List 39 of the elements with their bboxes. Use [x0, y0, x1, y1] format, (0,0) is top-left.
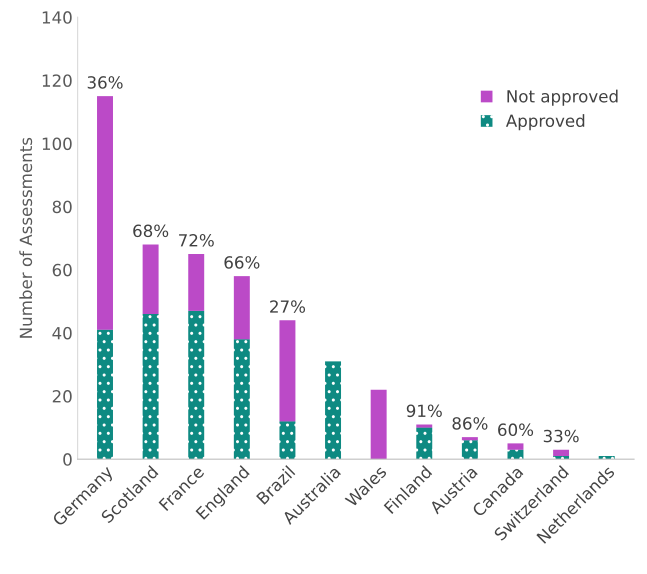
annotation: 33%: [544, 430, 579, 442]
bar: [188, 310, 204, 460]
annotation: 91%: [406, 404, 442, 418]
bar: [462, 440, 478, 460]
y-tick-label: 140: [42, 11, 72, 24]
bar: [142, 244, 159, 314]
bar: [234, 339, 250, 460]
bar: [462, 437, 478, 440]
y-tick-label: 120: [42, 74, 72, 87]
annotation: 72%: [179, 234, 214, 247]
y-tick-label: 80: [52, 200, 72, 214]
annotation: 66%: [224, 256, 260, 269]
bar: [97, 330, 113, 460]
bar: [279, 320, 296, 422]
y-axis-title: Number of Assessments: [19, 138, 32, 338]
bar: [325, 361, 342, 460]
annotation: 86%: [452, 417, 488, 430]
bar: [234, 276, 250, 340]
legend-label: Not approved: [507, 90, 618, 106]
bar: [507, 443, 524, 450]
bar: [416, 428, 432, 460]
y-tick-label: 60: [52, 264, 72, 276]
annotation: 60%: [498, 423, 534, 436]
bar: [507, 450, 524, 460]
bar: [553, 450, 570, 456]
bar: [142, 314, 159, 460]
bar: [188, 254, 204, 311]
y-tick-label: 20: [52, 390, 72, 403]
bar: [370, 390, 387, 460]
annotation: 36%: [88, 76, 123, 89]
bar: [416, 424, 432, 428]
legend-label: Approved: [506, 114, 584, 130]
bar: [279, 421, 296, 460]
annotation: 68%: [133, 224, 168, 238]
y-tick-label: 40: [52, 326, 72, 340]
bar: [97, 96, 113, 330]
y-tick-label: 100: [42, 137, 72, 150]
annotation: 27%: [270, 300, 306, 313]
y-tick-label: 0: [63, 453, 72, 466]
